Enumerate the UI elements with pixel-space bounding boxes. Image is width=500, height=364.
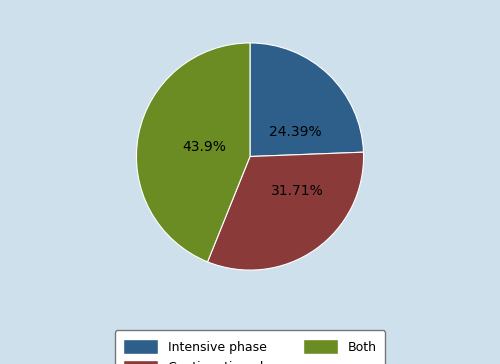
Text: 43.9%: 43.9% — [182, 141, 226, 154]
Legend: Intensive phase, Continuation phase, Both: Intensive phase, Continuation phase, Bot… — [114, 331, 386, 364]
Wedge shape — [250, 43, 364, 157]
Text: 31.71%: 31.71% — [272, 183, 324, 198]
Text: 24.39%: 24.39% — [269, 124, 322, 139]
Wedge shape — [136, 43, 250, 262]
Wedge shape — [208, 152, 364, 270]
